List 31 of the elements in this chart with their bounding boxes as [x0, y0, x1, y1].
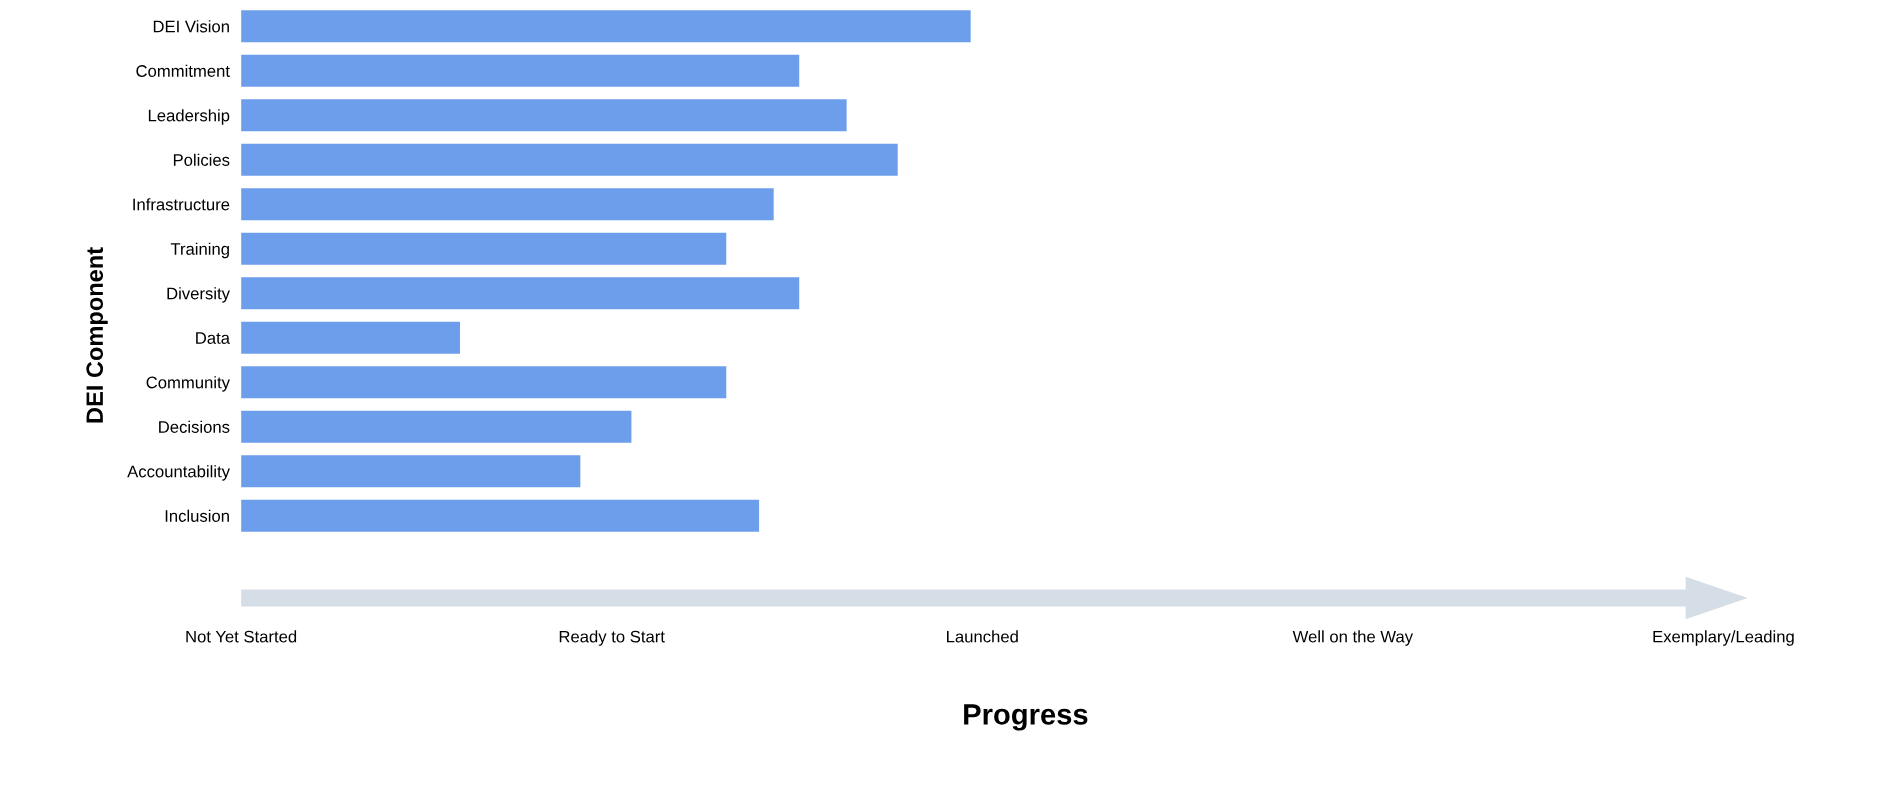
bar: [241, 277, 800, 310]
y-tick-label: DEI Vision: [153, 20, 229, 33]
text: Ready to Start: [559, 630, 665, 646]
bar: [241, 321, 460, 354]
bar: [241, 366, 727, 399]
bar: [241, 188, 774, 221]
text: Well on the Way: [1292, 630, 1414, 646]
y-tick-label: Decisions: [159, 420, 230, 433]
bar: [241, 10, 971, 43]
y-tick-label: Policies: [173, 153, 230, 166]
text: Progress: [964, 704, 1088, 731]
text: Exemplary/Leading: [1653, 630, 1794, 646]
y-axis-title: DEI Component: [86, 247, 108, 423]
y-tick-label: Inclusion: [165, 509, 229, 522]
y-tick-label: Diversity: [167, 287, 230, 303]
text: Launched: [947, 630, 1018, 643]
bar: [241, 410, 632, 443]
y-tick-label: Data: [196, 332, 230, 344]
y-tick-label: Community: [146, 376, 230, 392]
bar: [241, 232, 727, 265]
y-tick-label: Leadership: [148, 109, 230, 125]
bar: [241, 499, 760, 532]
y-tick-label: Accountability: [127, 465, 230, 481]
bar: [241, 99, 847, 132]
bar: [241, 143, 898, 176]
y-tick-label: Infrastructure: [133, 198, 230, 211]
bar: [241, 455, 581, 488]
text: Not Yet Started: [186, 630, 297, 643]
y-tick-label: Commitment: [136, 64, 230, 77]
y-tick-label: Training: [170, 242, 229, 259]
bar: [241, 54, 800, 87]
